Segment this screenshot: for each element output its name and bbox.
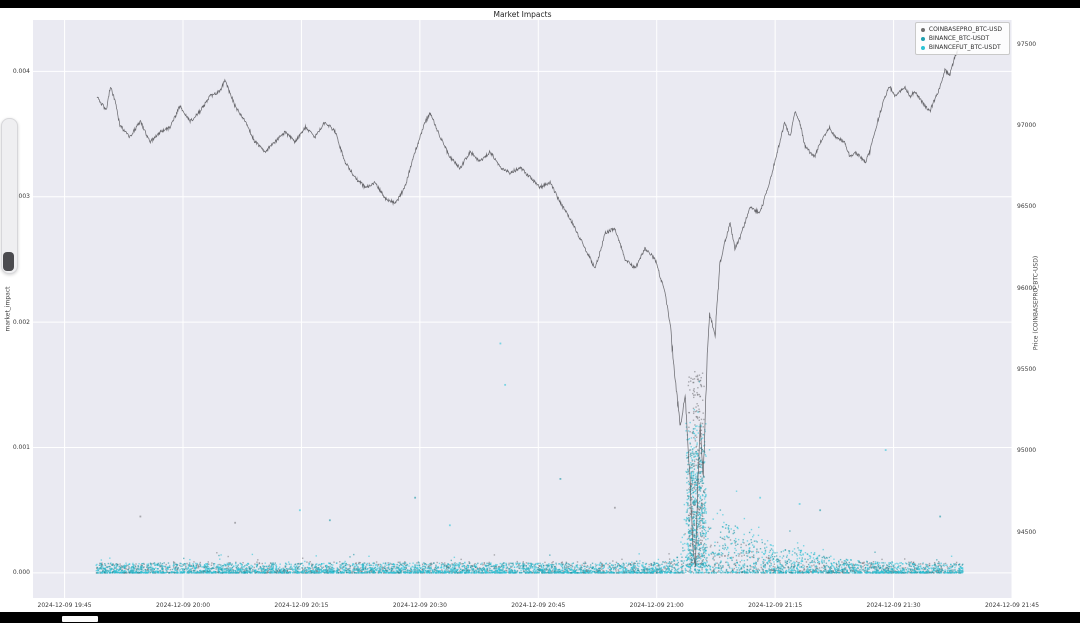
legend-item[interactable]: COINBASEPRO_BTC-USD <box>920 26 1002 33</box>
y-left-tick-label: 0.000 <box>12 569 30 577</box>
legend-marker-dot <box>920 36 925 41</box>
x-tick-label: 2024-12-09 21:00 <box>629 602 684 609</box>
y-right-tick-label: 95000 <box>1017 447 1037 455</box>
legend-label: COINBASEPRO_BTC-USD <box>928 26 1002 33</box>
y-right-tick-label: 94500 <box>1017 528 1037 536</box>
x-tick-label: 2024-12-09 20:00 <box>155 602 211 609</box>
vertical-scrollbar-thumb[interactable] <box>3 252 14 271</box>
x-tick-label: 2024-12-09 19:45 <box>37 602 92 609</box>
y-left-tick-label: 0.002 <box>12 318 30 326</box>
plot-canvas[interactable] <box>33 20 1012 598</box>
legend-marker-dot <box>920 45 925 50</box>
x-tick-label: 2024-12-09 21:30 <box>866 602 921 609</box>
bottom-bar-highlight <box>62 616 98 622</box>
legend: COINBASEPRO_BTC-USD BINANCE_BTC-USDT BINAN… <box>914 22 1010 55</box>
y-right-tick-label: 96500 <box>1017 203 1037 211</box>
x-tick-label: 2024-12-09 20:15 <box>274 602 329 609</box>
y-right-tick-label: 95500 <box>1017 365 1037 373</box>
vertical-scrollbar-track[interactable] <box>1 118 18 274</box>
y-left-tick-label: 0.004 <box>12 67 30 75</box>
y-right-tick-label: 97500 <box>1017 40 1037 48</box>
y-left-tick-label: 0.003 <box>12 193 30 201</box>
x-tick-label: 2024-12-09 21:15 <box>748 602 803 609</box>
legend-label: BINANCE_BTC-USDT <box>928 35 990 42</box>
y-right-tick-label: 96000 <box>1017 284 1037 292</box>
x-tick-label: 2024-12-09 20:30 <box>392 602 447 609</box>
chart-figure: Market Impacts market_impact Price (COIN… <box>0 8 1080 612</box>
top-bezel <box>0 0 1080 8</box>
y-left-tick-label: 0.001 <box>12 444 30 452</box>
legend-item[interactable]: BINANCE_BTC-USDT <box>920 35 1002 42</box>
x-tick-label: 2024-12-09 21:45 <box>984 602 1040 609</box>
y-axis-label-right: Price (COINBASEPRO_BTC-USD) <box>1032 255 1040 351</box>
legend-marker-dot <box>920 27 925 32</box>
legend-label: BINANCEFUT_BTC-USDT <box>928 44 1001 51</box>
y-right-tick-label: 97000 <box>1017 122 1037 130</box>
chart-title: Market Impacts <box>493 10 552 19</box>
x-tick-label: 2024-12-09 20:45 <box>511 602 566 609</box>
bottom-bezel <box>0 612 1080 623</box>
legend-item[interactable]: BINANCEFUT_BTC-USDT <box>920 44 1002 51</box>
